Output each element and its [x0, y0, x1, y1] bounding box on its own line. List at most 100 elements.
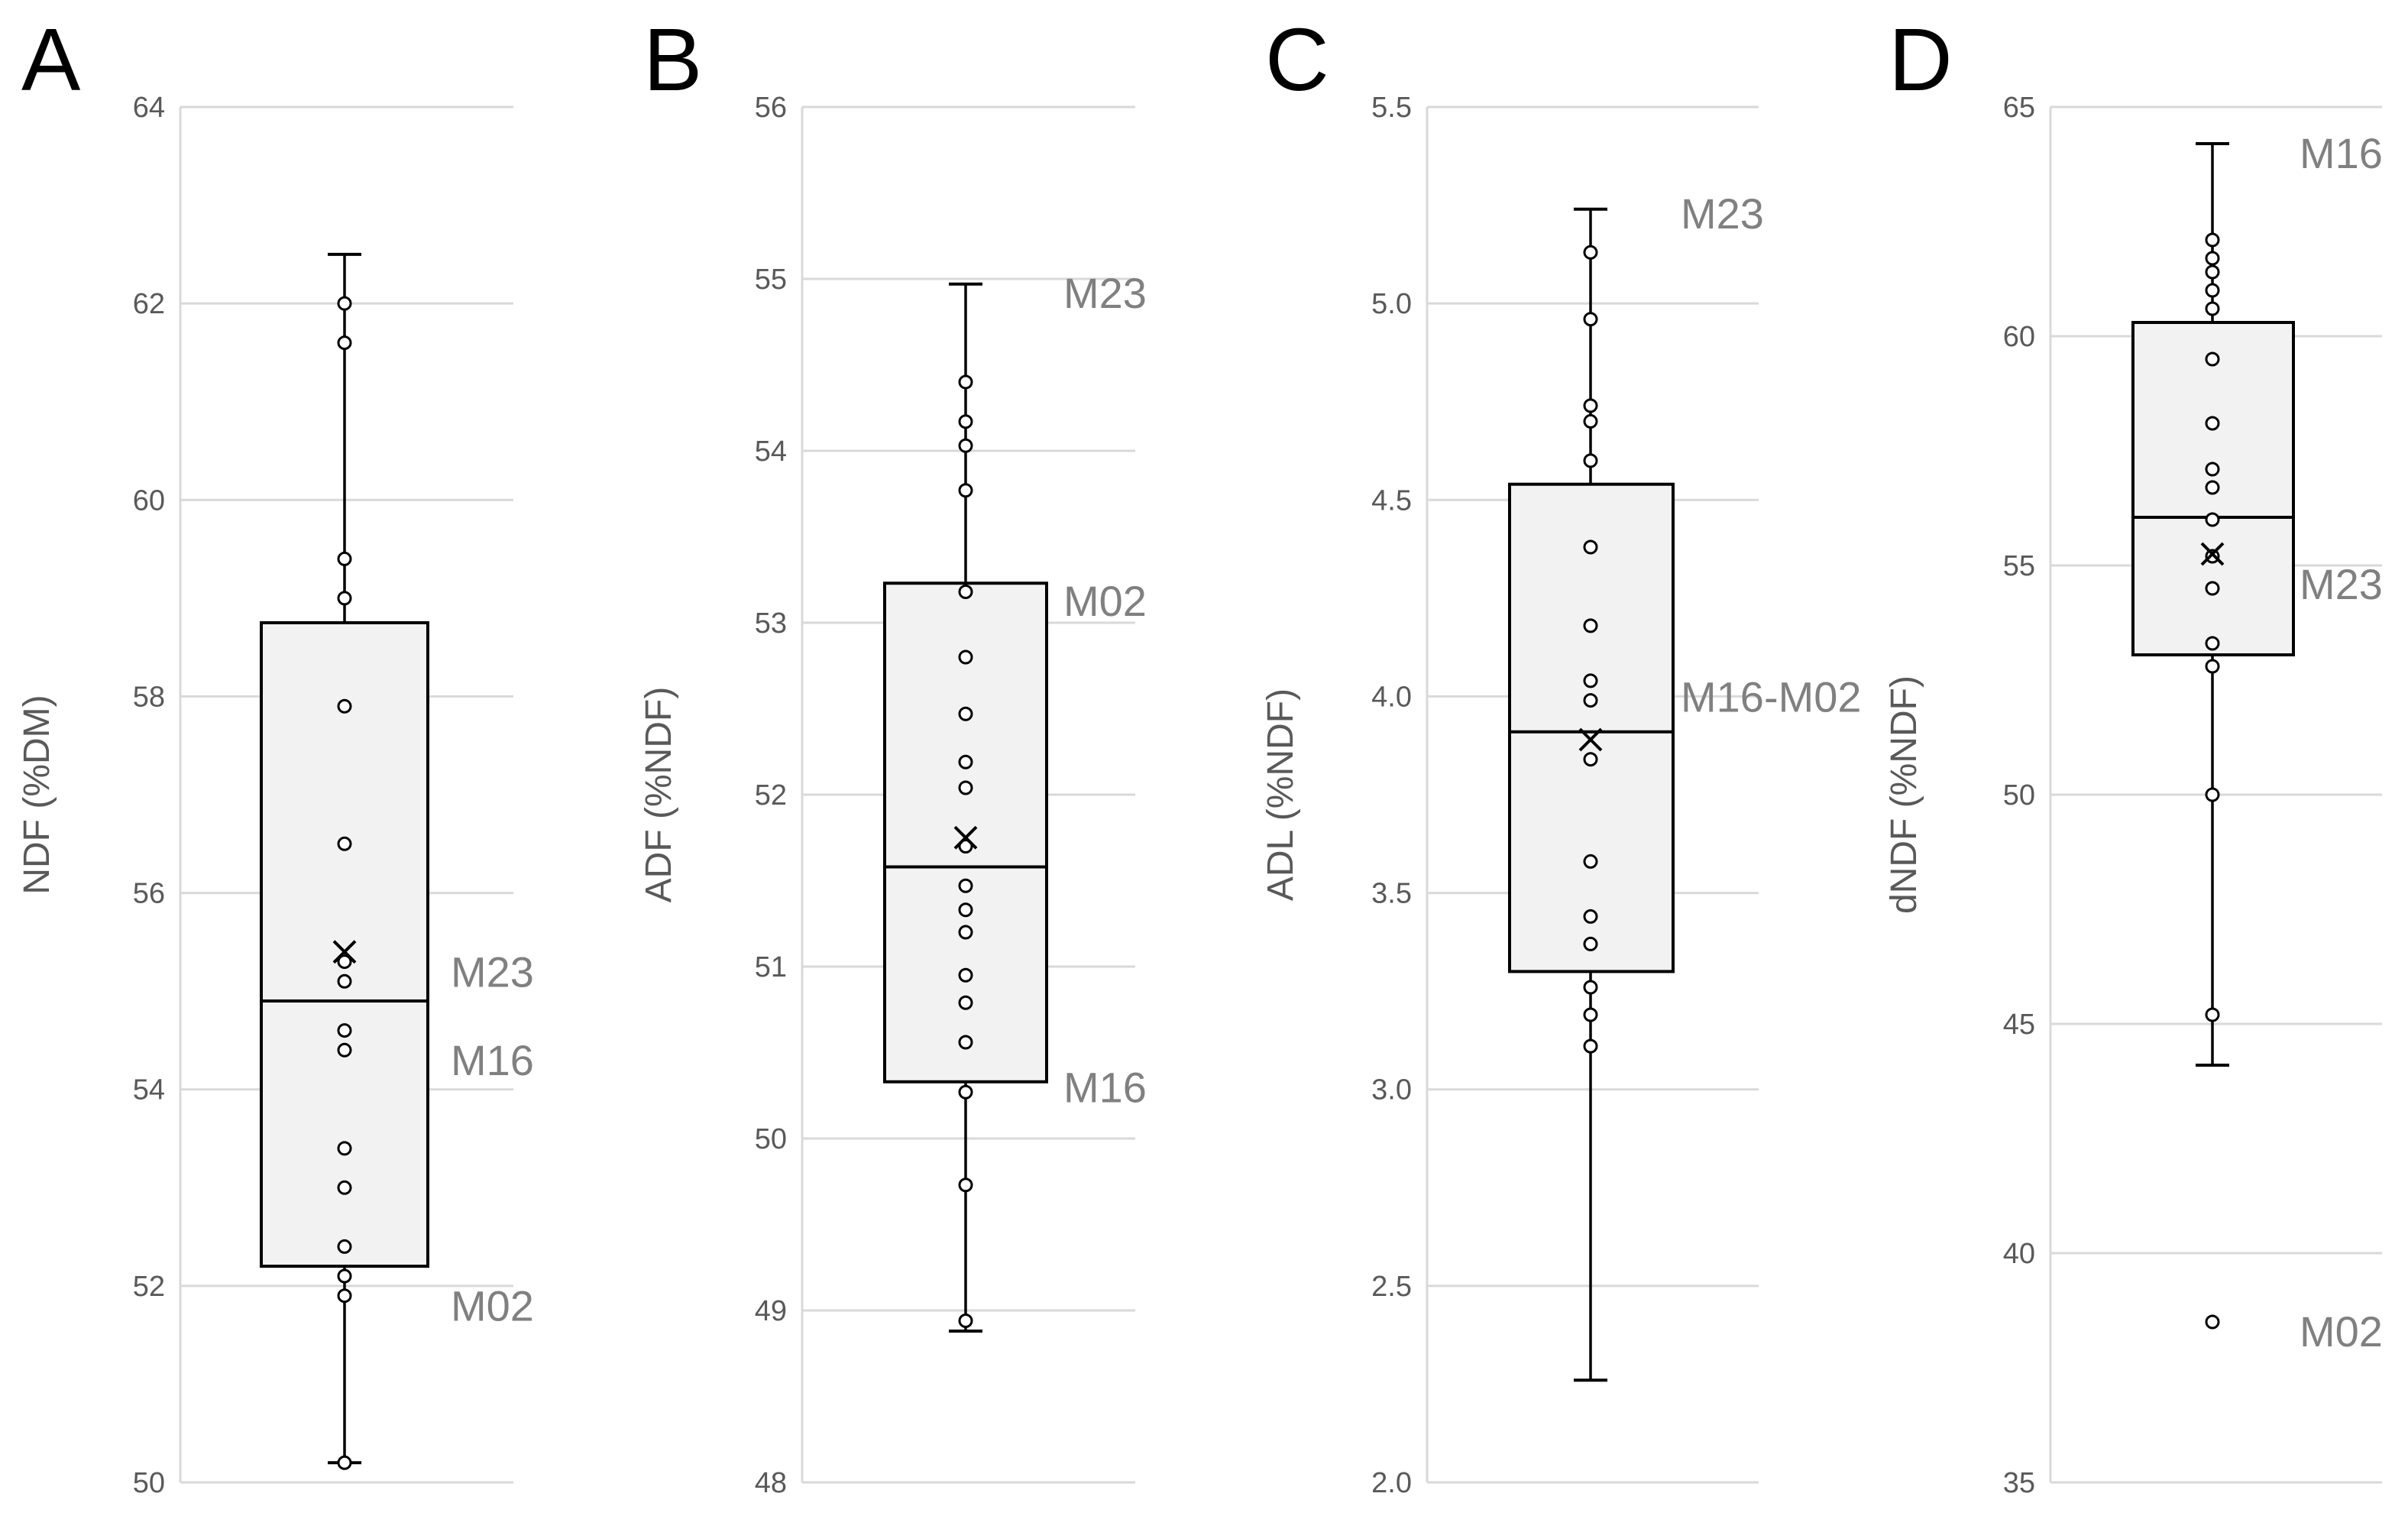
data-point	[958, 438, 973, 453]
sample-annotation: M23	[2300, 560, 2383, 608]
data-point	[2205, 232, 2220, 248]
data-point	[2205, 549, 2220, 564]
iqr-box	[260, 621, 429, 1268]
y-tick-label: 2.5	[1371, 1271, 1412, 1303]
mean-marker	[332, 940, 357, 964]
y-tick-label: 54	[755, 436, 787, 468]
data-point	[2205, 251, 2220, 266]
panel-b: 48 49 50 51 52 53 54 55 56 B ADF (%NDF) M23 M02 M16	[639, 10, 1147, 1499]
y-tick-label: 4.0	[1371, 681, 1412, 713]
data-point	[1583, 453, 1598, 468]
data-point	[1583, 1007, 1598, 1022]
sample-annotation: M16	[2300, 129, 2383, 177]
data-point	[1583, 398, 1598, 413]
y-tick-label: 50	[2003, 779, 2035, 811]
data-point	[958, 925, 973, 940]
mean-marker	[953, 825, 978, 850]
y-tick-label: 51	[755, 951, 787, 983]
data-point	[1583, 854, 1598, 869]
data-point	[2205, 659, 2220, 674]
data-point	[2205, 351, 2220, 367]
data-point	[2205, 462, 2220, 477]
data-point	[337, 698, 352, 714]
data-point	[2205, 480, 2220, 495]
sample-annotation: M16	[1063, 1064, 1147, 1112]
data-point	[1583, 413, 1598, 429]
data-point	[337, 1239, 352, 1254]
data-point	[958, 649, 973, 665]
y-tick-label: 53	[755, 607, 787, 640]
data-point	[337, 1042, 352, 1058]
data-point	[337, 1023, 352, 1038]
y-tick-label: 3.0	[1371, 1074, 1412, 1106]
y-tick-label: 52	[755, 779, 787, 811]
data-point	[2205, 636, 2220, 651]
y-tick-label: 50	[133, 1467, 165, 1499]
data-point	[1583, 1038, 1598, 1054]
data-point	[1583, 936, 1598, 951]
sample-annotation: M02	[2300, 1307, 2383, 1356]
sample-annotation: M23	[1063, 269, 1147, 317]
data-point	[1583, 693, 1598, 708]
sample-annotation: M16-M02	[1681, 672, 1862, 721]
data-point	[958, 1314, 973, 1328]
data-point	[337, 973, 352, 989]
y-tick-label: 62	[133, 288, 165, 320]
data-point	[1583, 245, 1598, 260]
data-point	[1583, 618, 1598, 633]
y-tick-label: 3.5	[1371, 878, 1412, 910]
data-point	[958, 706, 973, 721]
y-tick-label: 50	[755, 1123, 787, 1155]
data-point	[2205, 301, 2220, 316]
sample-annotation: M16	[451, 1036, 534, 1084]
y-tick-label: 60	[2003, 321, 2035, 353]
y-tick-label: 40	[2003, 1238, 2035, 1270]
data-point	[2205, 787, 2220, 802]
y-axis-title: ADL (%NDF)	[1261, 688, 1301, 901]
panel-letter: D	[1889, 10, 1953, 109]
data-point	[958, 839, 973, 854]
panel-a: 50 52 54 56 58 60 62 64 A NDF (%DM) M23 M16 M02	[17, 10, 534, 1499]
y-tick-label: 4.5	[1371, 484, 1412, 517]
data-point	[2205, 264, 2220, 280]
data-point	[958, 1035, 973, 1050]
y-tick-label: 49	[755, 1295, 787, 1327]
y-axis-title: dNDF (%NDF)	[1884, 675, 1924, 914]
panel-letter: C	[1265, 10, 1329, 109]
y-tick-label: 65	[2003, 92, 2035, 124]
data-point	[958, 995, 973, 1010]
y-tick-label: 5.5	[1371, 92, 1412, 124]
data-point	[337, 954, 352, 970]
data-point	[337, 591, 352, 606]
data-point	[337, 1268, 352, 1284]
sample-annotation: M23	[451, 948, 534, 996]
data-point	[1583, 539, 1598, 555]
data-point	[2205, 581, 2220, 596]
data-point	[1583, 312, 1598, 327]
data-point	[958, 374, 973, 390]
y-tick-label: 56	[755, 92, 787, 124]
data-point	[958, 414, 973, 429]
iqr-box	[1508, 482, 1675, 973]
data-point	[958, 1084, 973, 1100]
data-point	[337, 1180, 352, 1195]
data-point	[1583, 909, 1598, 924]
sample-annotation: M23	[1681, 190, 1764, 238]
y-tick-label: 45	[2003, 1009, 2035, 1041]
y-axis-title: ADF (%NDF)	[639, 687, 679, 903]
data-point	[337, 551, 352, 566]
y-tick-label: 55	[2003, 550, 2035, 582]
data-point	[337, 296, 352, 311]
data-point	[958, 585, 973, 599]
data-point	[1583, 980, 1598, 995]
y-tick-label: 55	[755, 264, 787, 296]
data-point	[2205, 1314, 2220, 1330]
y-axis-title: NDF (%DM)	[17, 695, 57, 894]
y-tick-label: 56	[133, 878, 165, 910]
y-tick-label: 5.0	[1371, 288, 1412, 320]
y-tick-label: 35	[2003, 1467, 2035, 1499]
mean-marker	[2200, 542, 2225, 566]
data-point	[337, 1288, 352, 1304]
